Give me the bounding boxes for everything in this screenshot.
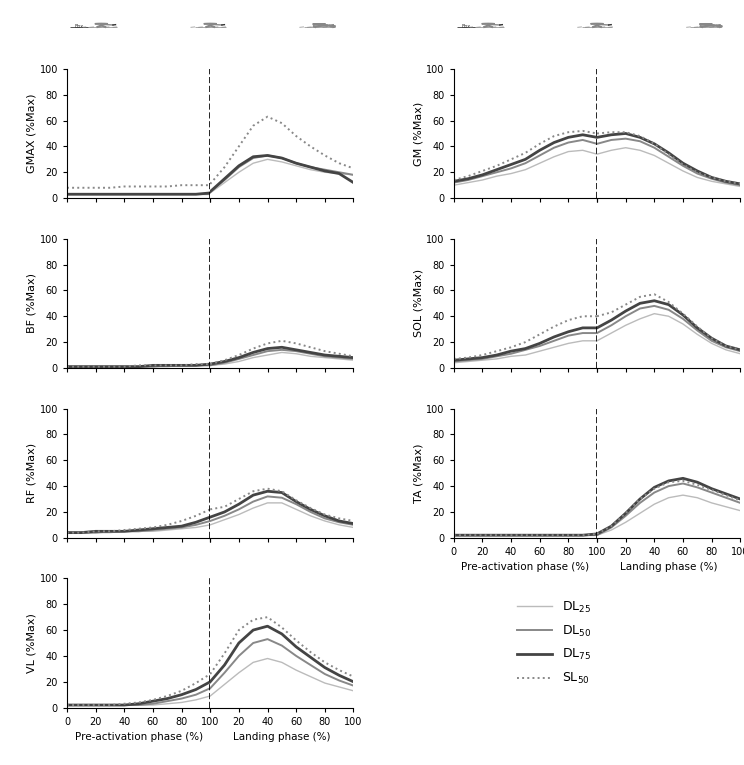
Legend: DL$_{25}$, DL$_{50}$, DL$_{75}$, SL$_{50}$: DL$_{25}$, DL$_{50}$, DL$_{75}$, SL$_{50…	[512, 594, 596, 692]
Y-axis label: SOL (%Max): SOL (%Max)	[414, 269, 423, 337]
Y-axis label: GM (%Max): GM (%Max)	[414, 101, 423, 165]
X-axis label: Pre-activation phase (%): Pre-activation phase (%)	[461, 562, 589, 572]
Text: Box: Box	[75, 24, 84, 29]
Y-axis label: GMAX (%Max): GMAX (%Max)	[27, 94, 36, 173]
X-axis label: Landing phase (%): Landing phase (%)	[233, 732, 330, 742]
X-axis label: Landing phase (%): Landing phase (%)	[620, 562, 717, 572]
Y-axis label: BF (%Max): BF (%Max)	[27, 273, 36, 334]
Text: Box: Box	[462, 24, 471, 29]
Y-axis label: RF (%Max): RF (%Max)	[27, 443, 36, 503]
Y-axis label: TA (%Max): TA (%Max)	[414, 444, 423, 503]
Y-axis label: VL (%Max): VL (%Max)	[27, 613, 36, 673]
X-axis label: Pre-activation phase (%): Pre-activation phase (%)	[74, 732, 202, 742]
